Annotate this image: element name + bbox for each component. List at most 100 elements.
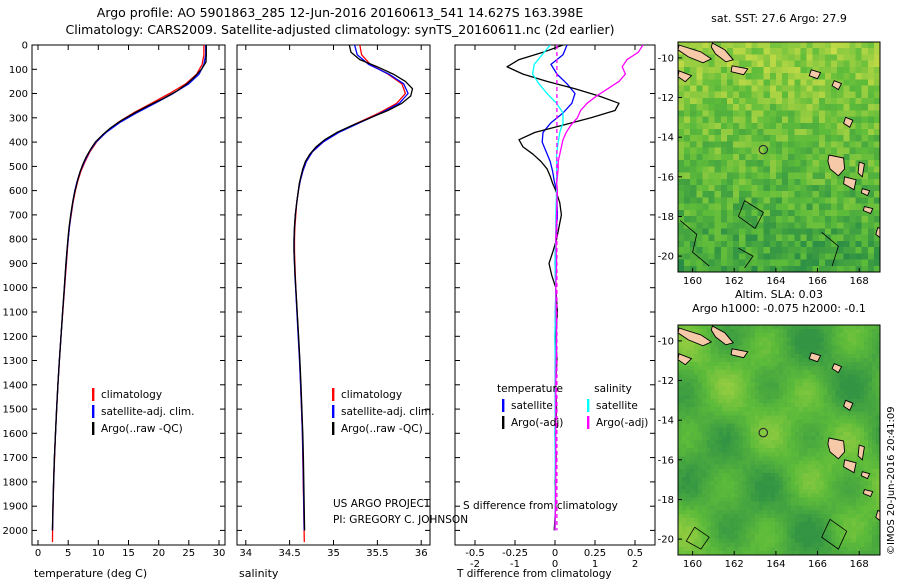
map-cell [787,419,792,424]
map-cell [678,518,683,523]
map-cell [766,489,772,494]
map-cell [698,468,703,474]
map-cell [696,209,703,217]
map-cell [702,349,707,355]
map-cell [811,513,816,519]
map-cell [710,415,715,420]
map-cell [819,456,824,461]
map-cell [766,493,772,498]
map-cell [819,374,824,379]
map-cell [726,522,731,527]
map-cell [742,550,747,555]
map-cell [783,353,788,359]
map-cell [769,54,777,61]
map-cell [835,349,840,355]
map-cell [803,518,808,523]
map-cell [742,398,747,404]
map-cell [694,534,699,539]
map-cell [718,349,723,355]
map-cell [818,73,826,80]
map-cell [875,403,880,408]
map-cell [803,353,808,359]
map-cell [698,370,703,375]
map-cell [774,370,780,375]
map-cell [871,468,877,474]
map-cell [831,485,836,490]
map-cell [837,135,844,142]
map-cell [855,476,861,482]
map-cell [775,54,783,61]
map-cell [859,485,865,490]
map-cell [722,419,727,424]
map-cell [835,374,840,379]
map-cell [800,234,807,242]
map-cell [837,42,844,49]
map-cell [775,228,783,236]
map-cell [702,366,707,371]
map-cell [770,542,776,548]
map-cell [799,390,804,396]
map-cell [694,522,699,527]
map-cell [718,345,723,350]
map-cell [722,345,727,350]
map-cell [779,550,784,555]
map-cell [758,476,764,482]
map-cell [799,378,804,383]
map-cell [730,341,735,346]
map-cell [758,366,764,371]
map-cell [855,534,861,539]
map-cell [823,423,828,428]
map-cell [694,398,699,404]
map-cell [757,54,764,61]
map-cell [819,448,824,453]
map-cell [762,435,768,441]
map-cell [742,538,747,543]
map-cell [774,546,780,552]
map-cell [787,526,792,531]
map-cell [831,357,836,363]
map-cell [730,493,735,498]
map-cell [696,160,703,167]
map-cell [774,411,780,416]
map-cell [811,538,816,543]
map-cell [726,513,731,519]
map-cell [718,522,723,527]
map-cell [811,444,816,449]
map-cell [690,452,695,457]
map-cell [788,147,795,155]
map-cell [835,431,840,437]
map-cell [745,116,752,124]
map-cell [763,265,771,272]
map-cell [859,522,865,527]
map-cell [849,240,856,248]
map-cell [811,345,816,350]
series-s-satellite [531,45,564,531]
map-cell [824,153,832,161]
map-cell [750,460,756,465]
map-cell [818,91,826,99]
map-cell [762,505,768,511]
map-cell [871,435,877,441]
map-cell [739,259,746,267]
map-cell [795,497,800,502]
map-cell [863,542,869,548]
map-cell [722,444,727,449]
map-cell [702,382,707,387]
map-cell [788,209,795,217]
map-cell [742,407,747,412]
map-cell [745,184,752,192]
map-cell [799,407,804,412]
map-cell [686,452,691,457]
map-cell [795,538,800,543]
map-cell [718,513,723,519]
map-cell [690,378,695,383]
map-cell [757,116,764,124]
map-cell [739,73,746,80]
map-cell [738,390,743,396]
map-cell [730,534,735,539]
map-cell [762,329,768,334]
map-cell [678,184,685,192]
map-cell [726,452,731,457]
series-group [293,45,414,543]
map-cell [843,341,848,346]
